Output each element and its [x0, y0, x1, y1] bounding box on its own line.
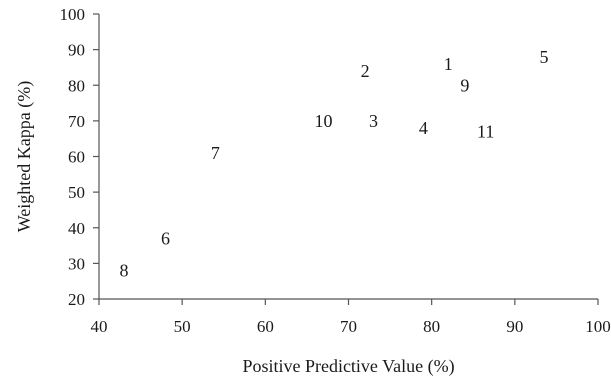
x-tick-label: 80	[423, 317, 440, 336]
y-tick-label: 80	[68, 76, 85, 95]
y-tick-label: 40	[68, 219, 85, 238]
y-tick-label: 70	[68, 112, 85, 131]
y-tick-label: 50	[68, 183, 85, 202]
x-ticks-group: 40 50 60 70 80 90 100	[91, 299, 611, 336]
x-tick-label: 90	[506, 317, 523, 336]
x-tick-label: 40	[91, 317, 108, 336]
data-point-label: 11	[477, 122, 494, 142]
data-point-label: 1	[444, 54, 453, 74]
y-axis-title: Weighted Kappa (%)	[14, 81, 35, 233]
y-tick-label: 100	[60, 5, 86, 24]
data-points-group: 1 2 3 4 5 6 7 8 9 10 11	[119, 47, 548, 281]
y-tick-label: 90	[68, 41, 85, 60]
x-tick-label: 100	[585, 317, 611, 336]
y-tick-label: 20	[68, 290, 85, 309]
x-tick-label: 70	[340, 317, 357, 336]
data-point-label: 2	[361, 61, 370, 81]
y-ticks-group: 20 30 40 50 60 70 80 90 100	[60, 5, 99, 309]
data-point-label: 10	[315, 111, 333, 131]
x-axis-title: Positive Predictive Value (%)	[242, 356, 454, 377]
data-point-label: 7	[211, 143, 220, 163]
x-tick-label: 60	[257, 317, 274, 336]
x-tick-label: 50	[174, 317, 191, 336]
y-tick-label: 60	[68, 148, 85, 167]
data-point-label: 5	[539, 47, 548, 67]
data-point-label: 4	[419, 118, 428, 138]
data-point-label: 3	[369, 111, 378, 131]
y-tick-label: 30	[68, 254, 85, 273]
data-point-label: 8	[119, 261, 128, 281]
data-point-label: 9	[460, 75, 469, 95]
data-point-label: 6	[161, 228, 170, 248]
axes-group	[98, 14, 598, 300]
